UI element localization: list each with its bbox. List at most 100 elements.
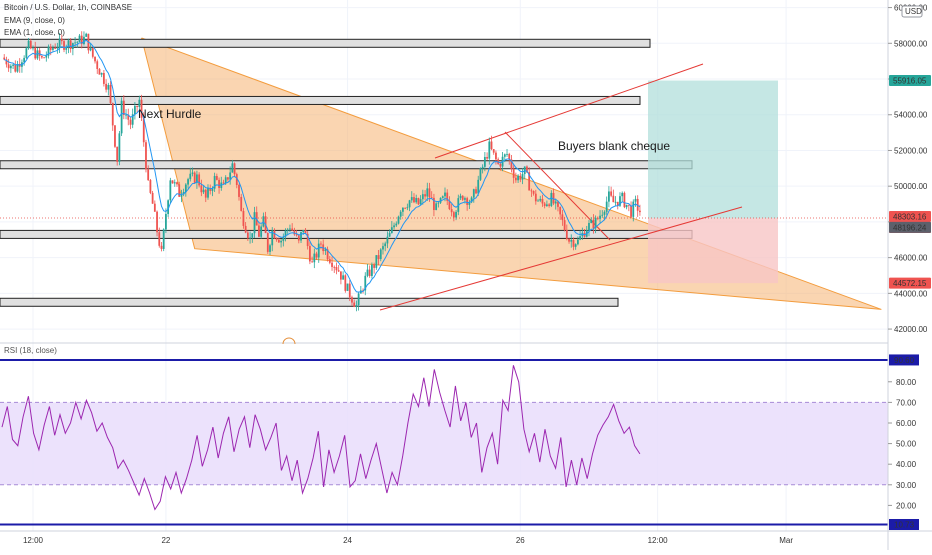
candle-body	[592, 219, 595, 229]
candle-body	[353, 302, 356, 307]
candle-body	[472, 189, 475, 198]
candle-body	[140, 99, 143, 118]
candle-body	[521, 174, 524, 180]
candle-body	[169, 180, 172, 201]
candle-body	[180, 194, 183, 197]
ema-9-legend[interactable]: EMA (9, close, 0)	[4, 16, 65, 25]
candle-body	[317, 243, 320, 258]
candle-body	[147, 169, 150, 181]
candle-body	[116, 146, 119, 162]
candle-body	[610, 191, 613, 196]
candle-body	[138, 99, 141, 108]
ema-9-line	[4, 39, 641, 293]
candle-body	[293, 230, 296, 235]
candle-body	[594, 217, 597, 229]
candle-body	[337, 270, 340, 272]
time-axis-label: 12:00	[23, 536, 44, 545]
candle-body	[209, 188, 212, 191]
rsi-band	[0, 402, 888, 485]
candle-body	[565, 230, 568, 239]
candle-body	[481, 166, 484, 169]
candle-body	[98, 68, 101, 75]
candle-body	[16, 63, 19, 72]
candle-body	[550, 192, 553, 206]
candle-body	[3, 57, 6, 60]
horizontal-zone	[0, 38, 651, 48]
candle-body	[38, 50, 41, 56]
candle-body	[395, 223, 398, 226]
candle-body	[313, 253, 316, 263]
lower-channel-line	[379, 206, 743, 311]
candle-body	[634, 198, 637, 202]
candle-body	[590, 219, 593, 223]
candle-body	[466, 198, 469, 205]
candle-body	[14, 64, 17, 72]
candle-body	[342, 275, 345, 280]
candle-body	[45, 55, 48, 58]
candle-body	[528, 172, 531, 191]
candle-body	[470, 197, 473, 203]
candle-body	[386, 236, 389, 244]
candle-body	[49, 46, 52, 50]
candle-body	[384, 243, 387, 247]
candle-body	[91, 48, 94, 57]
time-axis-label: 24	[343, 536, 352, 545]
candle-body	[612, 195, 615, 203]
candle-body	[189, 173, 192, 180]
candle-body	[599, 215, 601, 219]
candle-body	[315, 253, 318, 258]
candle-body	[397, 216, 400, 224]
candle-body	[282, 236, 285, 241]
rsi-axis-label: 50.00	[896, 440, 917, 449]
candle-body	[428, 188, 431, 198]
candle-body	[601, 214, 604, 216]
rsi-legend[interactable]: RSI (18, close)	[4, 346, 57, 355]
candle-body	[162, 229, 165, 249]
candle-body	[519, 175, 522, 180]
price-tag	[889, 210, 931, 222]
candle-body	[120, 100, 123, 134]
price-axis-label: 46000.00	[894, 254, 928, 263]
candle-body	[577, 239, 579, 245]
candle-body	[508, 153, 511, 160]
candle-body	[149, 180, 152, 193]
candle-body	[7, 64, 10, 69]
candle-body	[277, 239, 280, 243]
candle-body	[187, 179, 189, 185]
candle-body	[304, 229, 307, 234]
annotation-buyers-blank-cheque: Buyers blank cheque	[558, 139, 670, 153]
candle-body	[382, 246, 384, 250]
candle-body	[410, 197, 413, 201]
ema-1-legend[interactable]: EMA (1, close, 0)	[4, 28, 65, 37]
candle-body	[100, 73, 103, 75]
candle-body	[284, 230, 287, 237]
rsi-level-tag	[889, 518, 919, 530]
candle-body	[588, 222, 590, 231]
candle-body	[479, 168, 482, 180]
price-axis-label: 52000.00	[894, 146, 928, 155]
candle-body	[417, 198, 420, 205]
candle-body	[404, 207, 407, 209]
horizontal-zone	[0, 95, 641, 105]
candle-body	[448, 200, 451, 210]
candle-body	[627, 204, 630, 206]
candle-body	[459, 195, 462, 199]
candle-body	[54, 48, 57, 49]
candle-body	[377, 255, 380, 260]
candle-body	[331, 262, 333, 267]
candle-body	[437, 202, 440, 204]
candle-body	[224, 177, 227, 184]
candle-body	[291, 228, 294, 231]
candle-body	[490, 141, 493, 150]
candle-body	[450, 209, 453, 213]
candle-body	[96, 61, 99, 69]
candle-body	[76, 41, 79, 43]
candle-body	[503, 154, 506, 157]
time-axis-label: Mar	[779, 536, 793, 545]
candle-body	[568, 238, 570, 242]
candle-body	[233, 163, 236, 175]
candle-body	[357, 293, 360, 306]
candle-body	[173, 182, 176, 184]
